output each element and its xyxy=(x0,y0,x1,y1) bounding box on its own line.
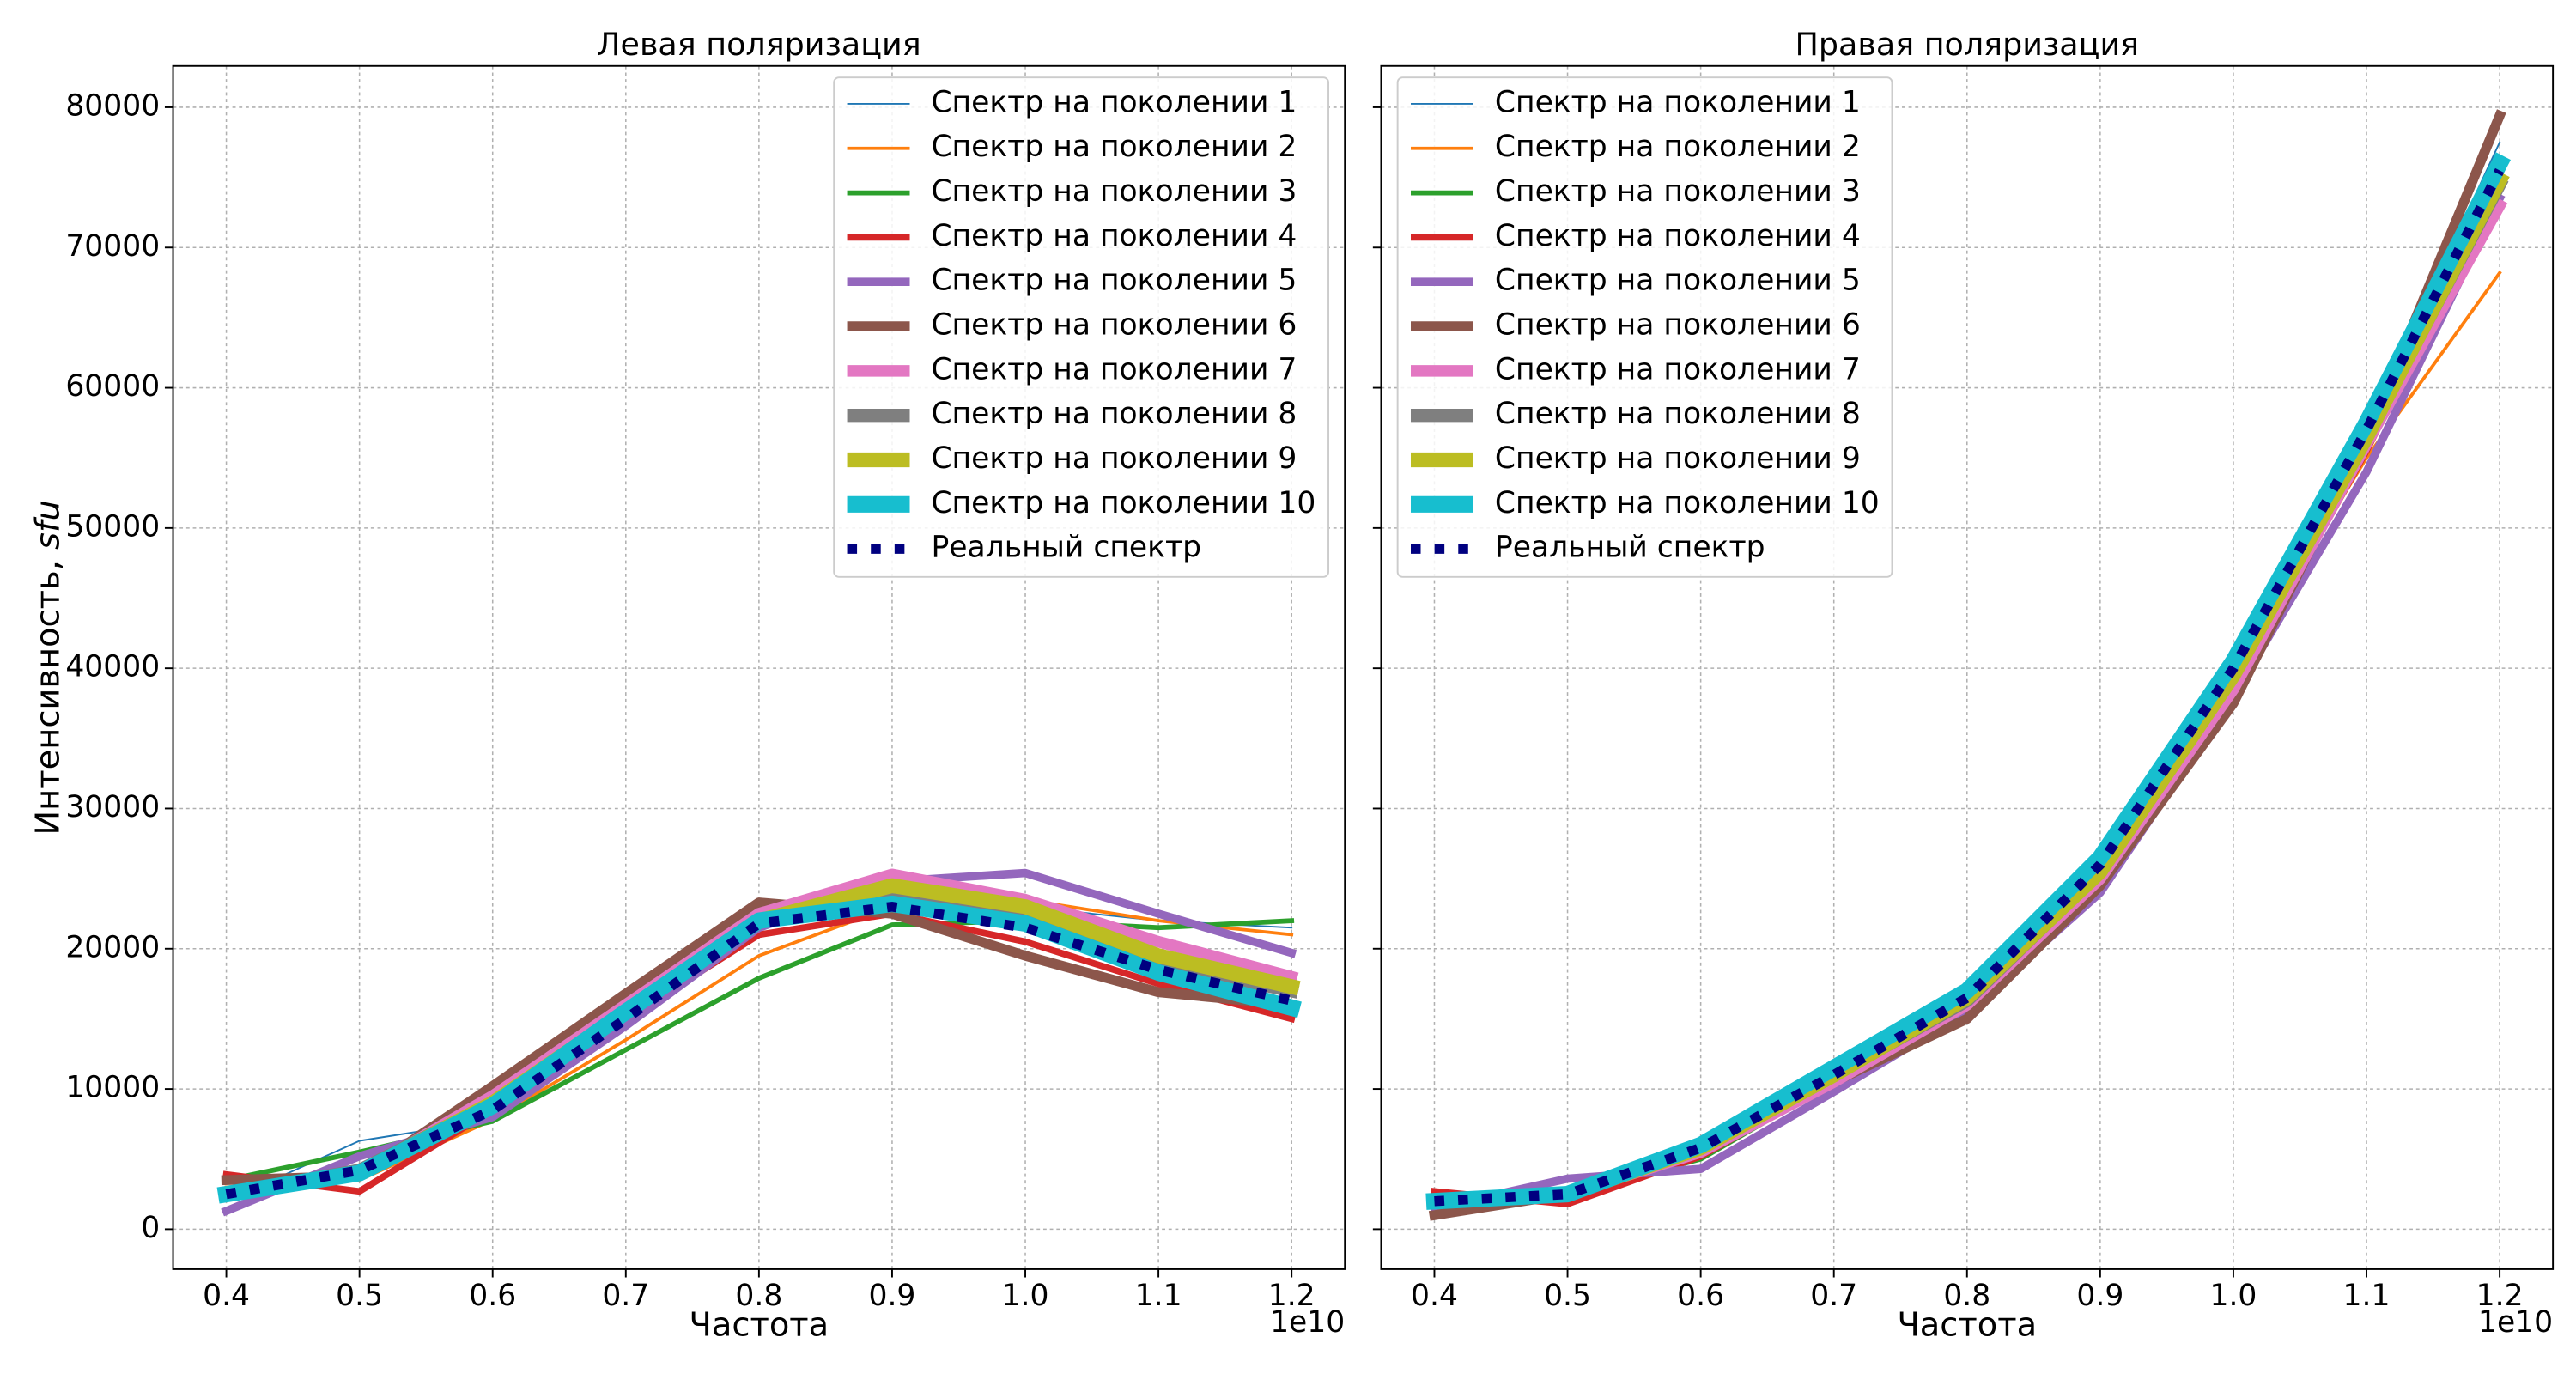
y-tick-label: 30000 xyxy=(65,790,160,824)
series-line xyxy=(222,910,1296,1195)
legend-label: Спектр на поколении 10 xyxy=(1495,486,1880,520)
y-axis-label-unit: sfu xyxy=(28,500,67,550)
y-tick-label: 80000 xyxy=(65,88,160,123)
legend-label: Спектр на поколении 2 xyxy=(1495,130,1861,164)
legend-label: Спектр на поколении 8 xyxy=(1495,397,1861,431)
x-tick-label: 1.1 xyxy=(1135,1279,1182,1313)
y-tick-label: 50000 xyxy=(65,509,160,544)
y-tick-label: 70000 xyxy=(65,229,160,264)
legend-label: Спектр на поколении 6 xyxy=(931,308,1297,343)
legend-label: Спектр на поколении 3 xyxy=(1495,174,1861,209)
legend-label: Спектр на поколении 4 xyxy=(931,219,1297,253)
x-tick-label: 0.9 xyxy=(868,1279,915,1313)
legend-label: Спектр на поколении 8 xyxy=(931,397,1297,431)
y-tick-label: 60000 xyxy=(65,369,160,404)
legend: Спектр на поколении 1 Спектр на поколении… xyxy=(1396,76,1893,578)
legend-label: Реальный спектр xyxy=(931,531,1201,565)
x-tick-label: 1.2 xyxy=(1268,1279,1315,1313)
panel: Левая поляризация 0 10000 20000 30000 40000 50… xyxy=(28,26,1346,1345)
x-tick-label: 0.7 xyxy=(602,1279,649,1313)
x-tick-label: 0.9 xyxy=(2076,1279,2123,1313)
legend-label: Спектр на поколении 4 xyxy=(1495,219,1861,253)
x-tick-label: 0.4 xyxy=(1411,1279,1458,1313)
legend-label: Спектр на поколении 7 xyxy=(931,352,1297,386)
legend-label: Спектр на поколении 9 xyxy=(931,441,1297,476)
x-axis-label: Частота xyxy=(690,1306,829,1345)
y-axis-label-text: Интенсивность, xyxy=(28,550,67,836)
x-tick-label: 0.6 xyxy=(1677,1279,1724,1313)
x-tick-label: 0.5 xyxy=(336,1279,383,1313)
chart-title: Левая поляризация xyxy=(597,26,921,63)
x-tick-label: 0.6 xyxy=(469,1279,516,1313)
series-line xyxy=(1434,167,2505,1207)
plot-frame xyxy=(1380,64,2555,1270)
x-tick-label: 1.0 xyxy=(1002,1279,1049,1313)
legend-label: Спектр на поколении 10 xyxy=(931,486,1315,520)
x-axis-label: Частота xyxy=(1897,1306,2037,1345)
series-line xyxy=(224,897,1294,1189)
x-tick-label: 1.2 xyxy=(2476,1279,2524,1313)
x-tick-label: 0.7 xyxy=(1810,1279,1857,1313)
x-offset-label: 1e10 xyxy=(2478,1305,2553,1340)
x-tick-label: 0.4 xyxy=(203,1279,250,1313)
legend-box xyxy=(1396,76,1893,578)
legend-label: Спектр на поколении 6 xyxy=(1495,308,1861,343)
x-tick-label: 0.8 xyxy=(735,1279,782,1313)
x-tick-label: 0.5 xyxy=(1544,1279,1591,1313)
legend-box xyxy=(833,76,1329,578)
legend-label: Спектр на поколении 2 xyxy=(931,130,1297,164)
x-tick-label: 1.0 xyxy=(2209,1279,2257,1313)
legend-label: Спектр на поколении 3 xyxy=(931,174,1297,209)
chart-title: Правая поляризация xyxy=(1795,26,2139,63)
legend-label: Спектр на поколении 9 xyxy=(1495,441,1861,476)
y-tick-label: 40000 xyxy=(65,650,160,684)
x-tick-label: 0.8 xyxy=(1943,1279,1990,1313)
y-axis-label: Интенсивность, sfu xyxy=(28,500,67,835)
legend-label: Спектр на поколении 1 xyxy=(1495,85,1861,119)
y-tick-label: 10000 xyxy=(65,1071,160,1105)
series-line xyxy=(216,895,1302,1204)
plot-frame xyxy=(172,64,1346,1270)
legend-label: Спектр на поколении 5 xyxy=(931,264,1297,298)
x-tick-label: 1.1 xyxy=(2343,1279,2391,1313)
legend-label: Спектр на поколении 1 xyxy=(931,85,1297,119)
legend-label: Спектр на поколении 5 xyxy=(1495,264,1861,298)
x-offset-label: 1e10 xyxy=(1270,1305,1345,1340)
y-tick-label: 20000 xyxy=(65,930,160,964)
legend: Спектр на поколении 1 Спектр на поколении… xyxy=(833,76,1329,578)
legend-label: Реальный спектр xyxy=(1495,531,1765,565)
legend-label: Спектр на поколении 7 xyxy=(1495,352,1861,386)
y-tick-label: 0 xyxy=(141,1211,160,1245)
panel: Правая поляризация 0.4 0.5 0.6 0.7 0.8 0.9 1.0 1… xyxy=(1372,26,2555,1345)
